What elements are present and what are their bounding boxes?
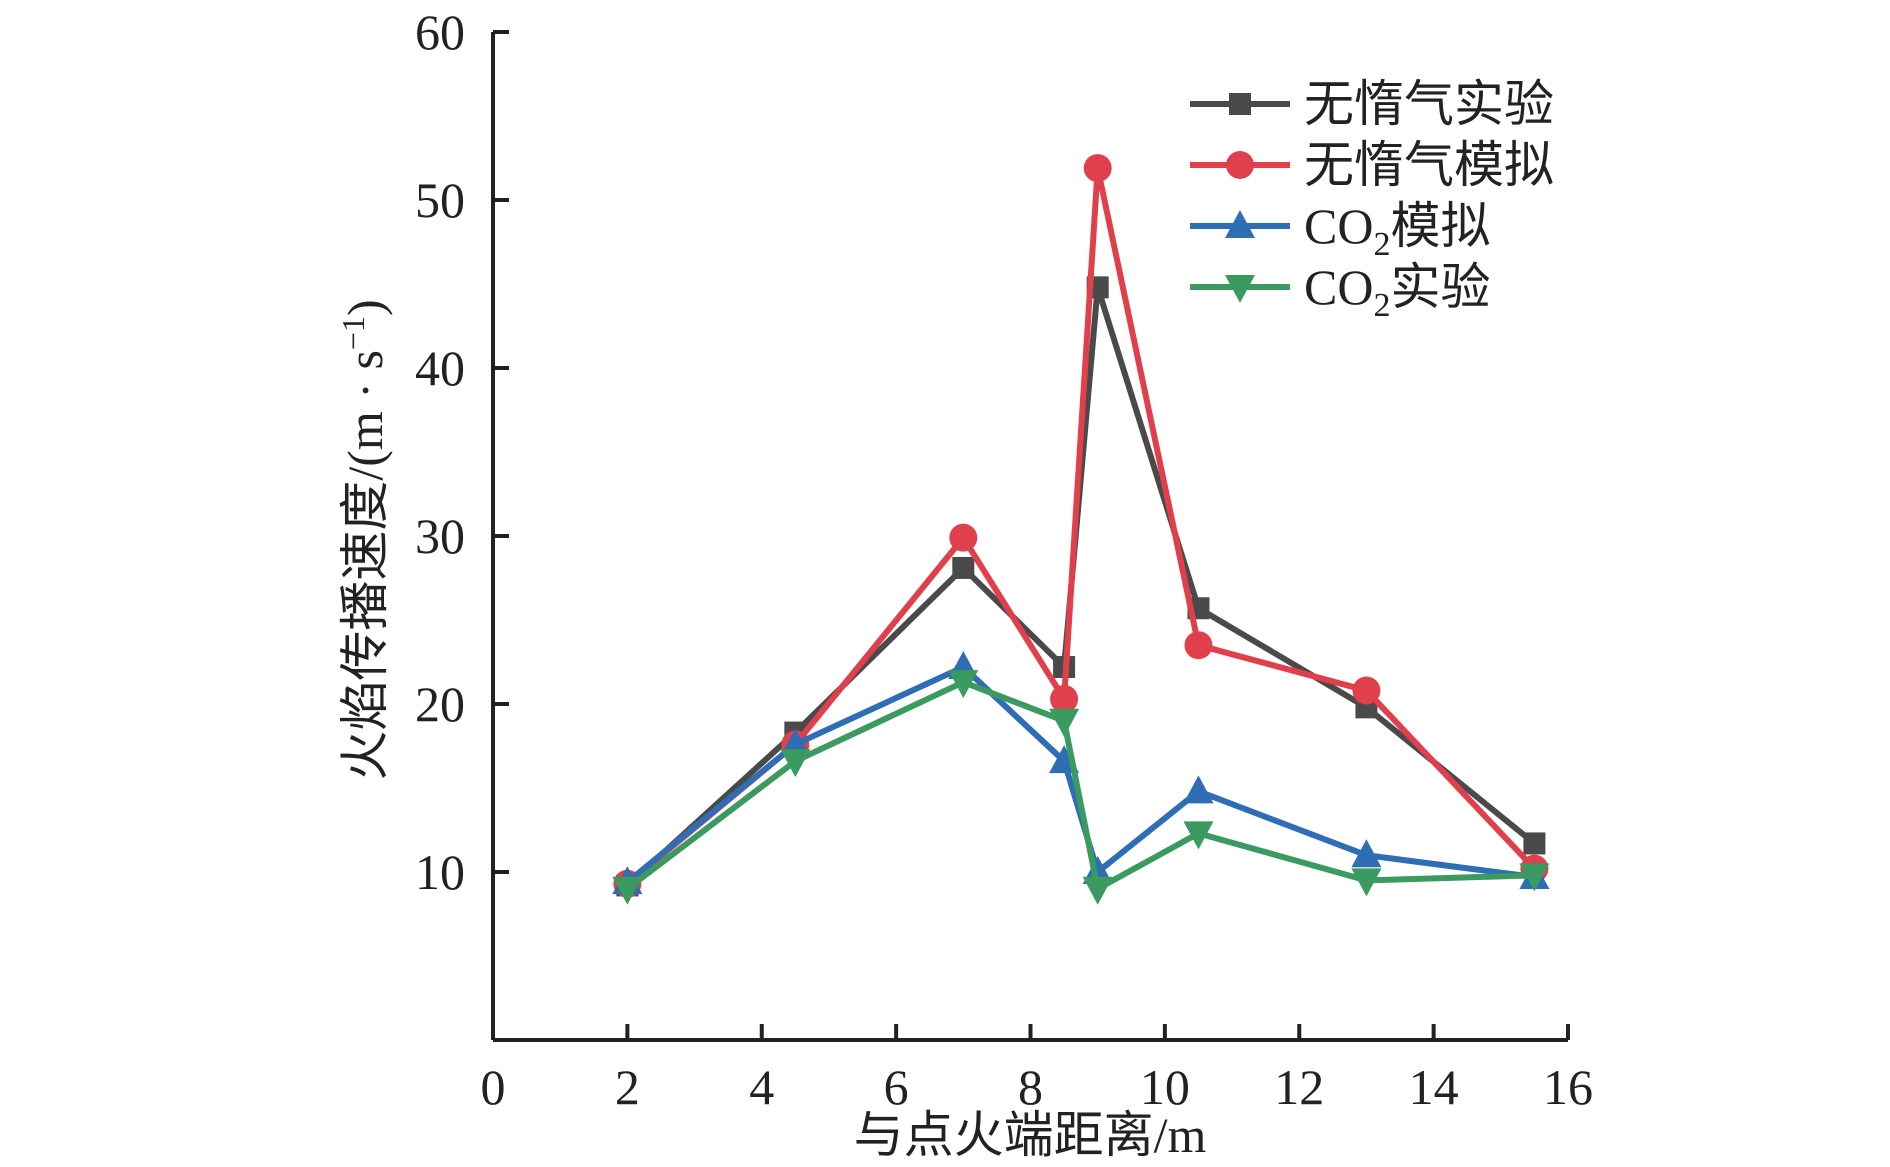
y-axis-title-superscript: −1 bbox=[335, 316, 371, 350]
y-axis-title-main: 火焰传播速度/(m · s bbox=[337, 350, 393, 781]
data-point bbox=[1351, 868, 1382, 897]
y-tick-label: 60 bbox=[415, 4, 465, 60]
y-tick-label: 20 bbox=[415, 676, 465, 732]
x-tick-label: 4 bbox=[749, 1059, 774, 1115]
legend-marker bbox=[1226, 151, 1254, 179]
data-point bbox=[1351, 839, 1382, 868]
y-axis-title-close: ) bbox=[337, 299, 393, 316]
data-point bbox=[1183, 775, 1214, 804]
x-tick-label: 0 bbox=[481, 1059, 506, 1115]
data-point bbox=[1519, 863, 1550, 892]
x-tick-label: 2 bbox=[615, 1059, 640, 1115]
chart-axes: 0 2 4 6 8 10 12 14 16 10 20 30 40 50 60 bbox=[415, 4, 1593, 1115]
plot-area bbox=[612, 154, 1550, 905]
data-point bbox=[1083, 154, 1112, 183]
data-point bbox=[1050, 684, 1079, 713]
legend-marker bbox=[1225, 275, 1255, 303]
x-tick-label: 14 bbox=[1409, 1059, 1459, 1115]
legend-item: CO2模拟 bbox=[1190, 198, 1490, 263]
data-point bbox=[1049, 708, 1080, 737]
legend-item: CO2实验 bbox=[1190, 259, 1490, 324]
x-axis-title: 与点火端距离/m bbox=[854, 1107, 1207, 1163]
x-tick-label: 6 bbox=[884, 1059, 909, 1115]
legend-marker bbox=[1225, 210, 1255, 238]
y-tick-label: 30 bbox=[415, 508, 465, 564]
data-point bbox=[948, 670, 979, 699]
data-point bbox=[949, 523, 978, 552]
series-4 bbox=[612, 670, 1550, 905]
y-tick-label: 50 bbox=[415, 172, 465, 228]
data-point bbox=[1184, 631, 1213, 660]
x-tick-label: 8 bbox=[1018, 1059, 1043, 1115]
legend-label: 无惰气模拟 bbox=[1304, 137, 1554, 193]
series-2 bbox=[613, 154, 1549, 898]
data-point bbox=[612, 876, 643, 905]
data-point bbox=[1523, 832, 1546, 855]
y-axis-title: 火焰传播速度/(m · s−1) bbox=[335, 299, 393, 780]
legend-item: 无惰气模拟 bbox=[1190, 137, 1554, 193]
y-tick-label: 10 bbox=[415, 844, 465, 900]
data-point bbox=[1352, 676, 1381, 705]
x-tick-label: 12 bbox=[1274, 1059, 1324, 1115]
x-tick-label: 16 bbox=[1543, 1059, 1593, 1115]
legend-label: CO2模拟 bbox=[1304, 198, 1490, 263]
y-tick-label: 40 bbox=[415, 340, 465, 396]
data-point bbox=[1183, 821, 1214, 850]
legend-marker bbox=[1229, 93, 1251, 115]
legend-item: 无惰气实验 bbox=[1190, 76, 1554, 132]
series-line bbox=[625, 165, 1537, 887]
data-point bbox=[780, 749, 811, 778]
data-point bbox=[1082, 876, 1113, 905]
legend-label: CO2实验 bbox=[1304, 259, 1490, 324]
legend-label: 无惰气实验 bbox=[1304, 76, 1554, 132]
x-tick-label: 10 bbox=[1140, 1059, 1190, 1115]
data-point bbox=[952, 556, 975, 579]
series-line bbox=[625, 679, 1535, 892]
